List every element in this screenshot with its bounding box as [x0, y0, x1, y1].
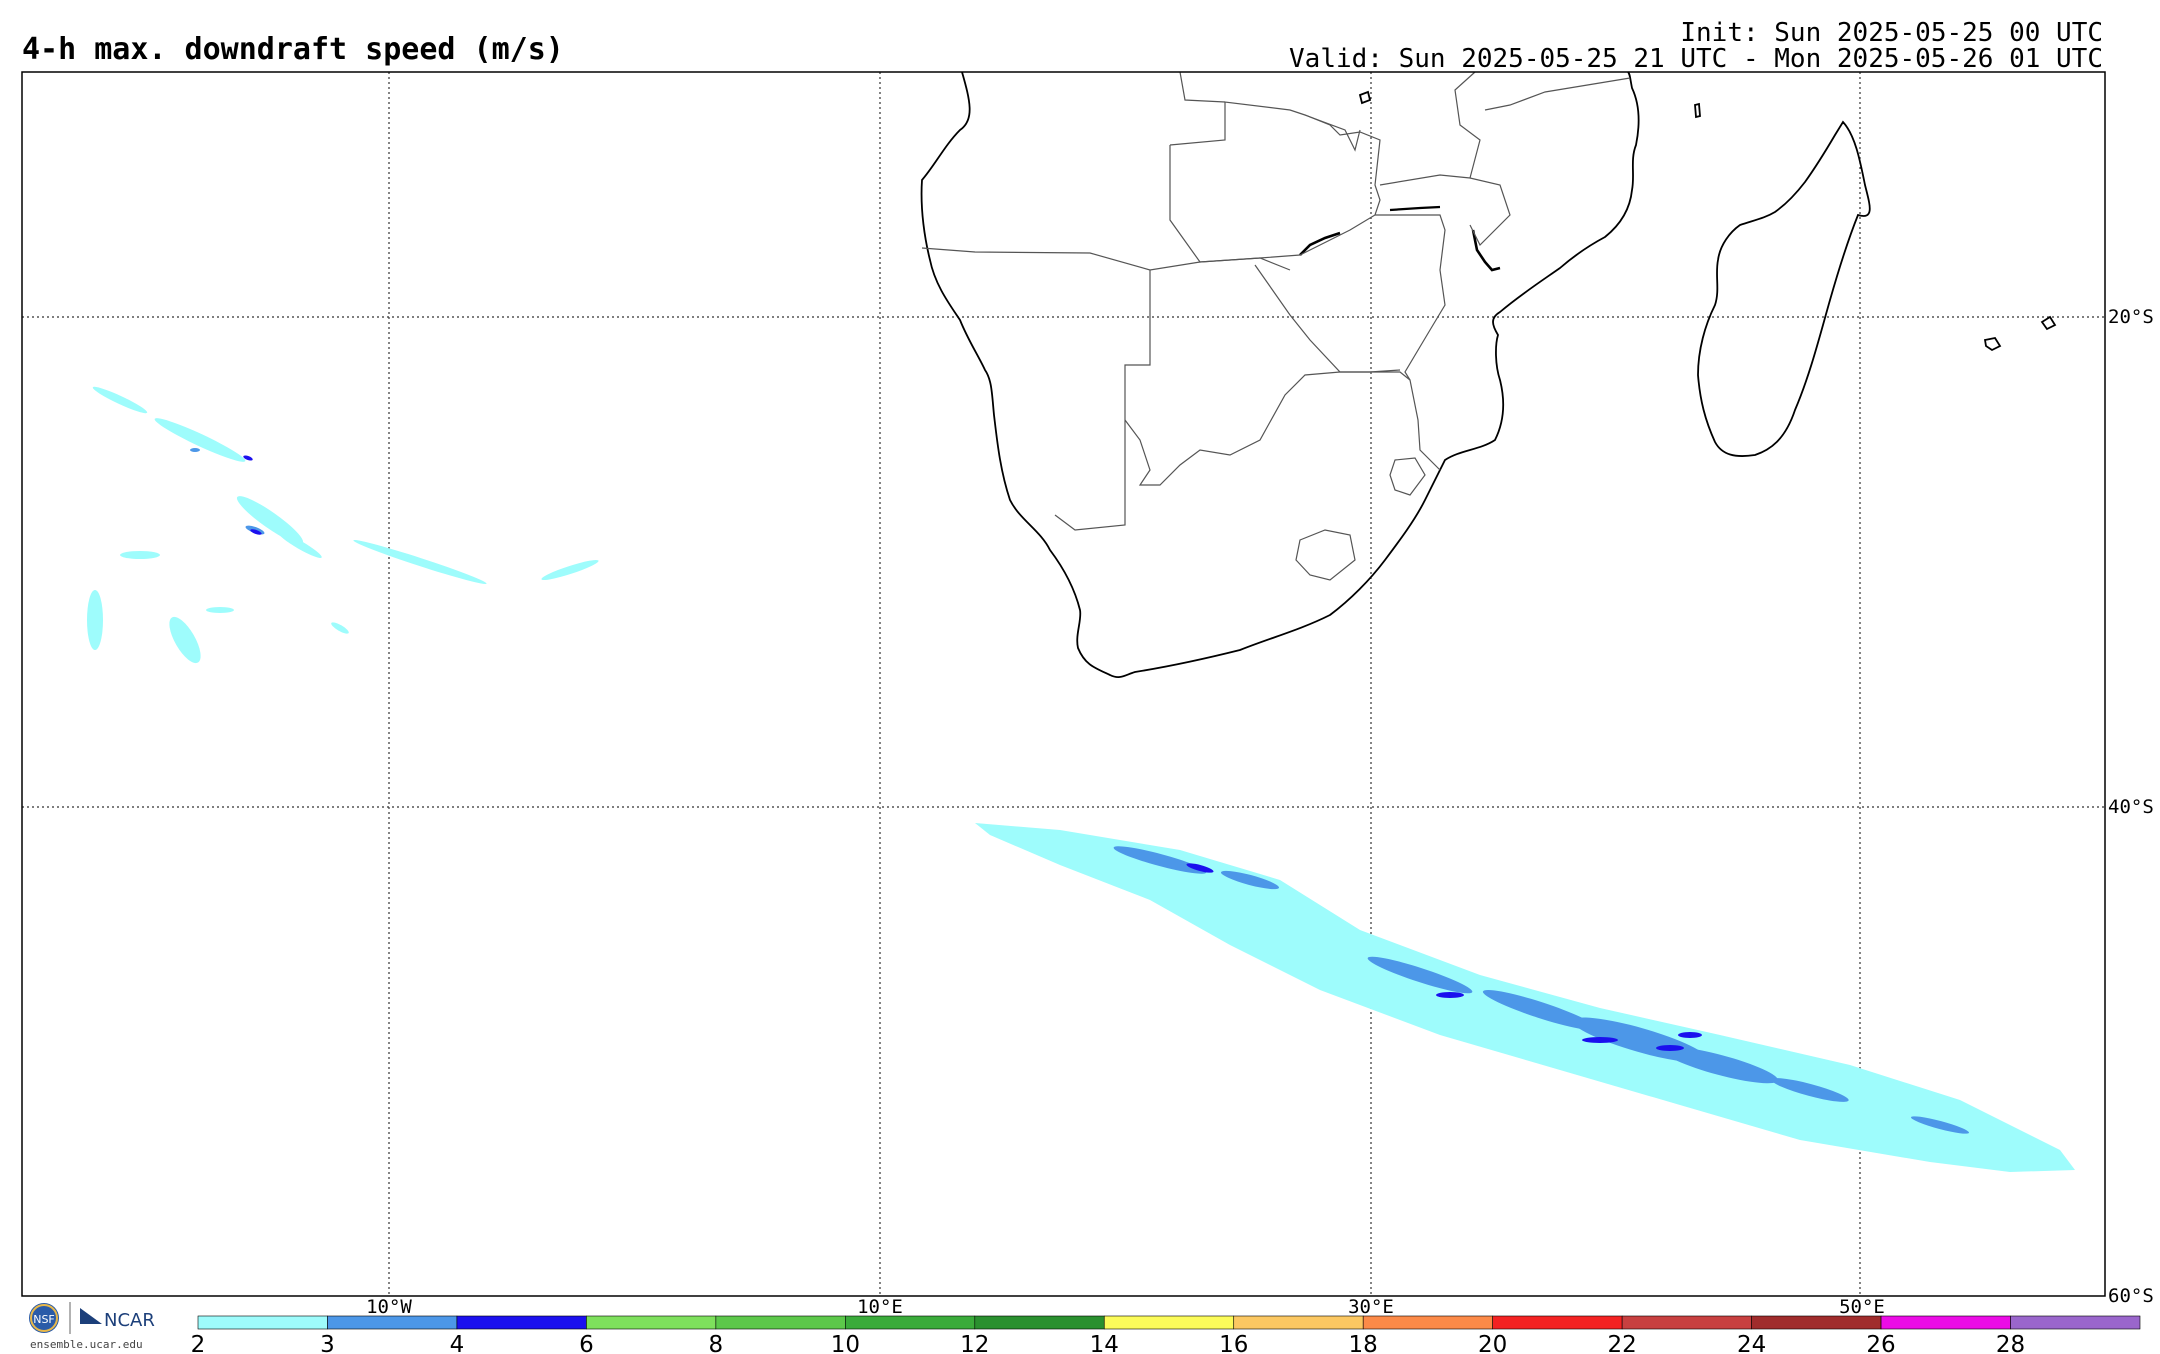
western-strong-cells [243, 455, 262, 535]
colorbar-tick-label: 8 [709, 1332, 724, 1354]
lake-malawi [1471, 229, 1501, 272]
zambia-borders [1169, 101, 1381, 263]
colorbar-tick-label: 4 [450, 1332, 465, 1354]
drc-angola [1179, 71, 1361, 152]
colorbar-swatch [845, 1315, 976, 1330]
colorbar-tick-label: 28 [1996, 1332, 2025, 1354]
colorbar-swatch [456, 1315, 587, 1330]
lon-label: 30°E [1348, 1296, 1394, 1318]
mozambique-borders [1375, 214, 1446, 471]
time-info: Init: Sun 2025-05-25 00 UTC Valid: Sun 2… [1289, 20, 2103, 72]
western-medium-cells [190, 448, 265, 535]
eswatini [1389, 457, 1426, 496]
lat-label: 20°S [2108, 306, 2154, 328]
colorbar-swatch [1492, 1315, 1623, 1330]
lesotho [1295, 529, 1356, 581]
colorbar-swatch [715, 1315, 846, 1330]
sa-zimbabwe [1340, 369, 1401, 373]
lon-label: 10°W [366, 1296, 412, 1318]
colorbar-swatch [2010, 1315, 2141, 1330]
ncar-logo-text: NCAR [104, 1310, 155, 1331]
mauritius [1983, 336, 2002, 352]
colorbar-tick-label: 2 [191, 1332, 206, 1354]
colorbar-swatch [1233, 1315, 1364, 1330]
colorbar-swatch [1621, 1315, 1752, 1330]
colorbar-tick-label: 18 [1349, 1332, 1378, 1354]
colorbar-swatch [1362, 1315, 1493, 1330]
malawi-borders [1379, 174, 1511, 247]
lon-label: 50°E [1839, 1296, 1885, 1318]
colorbar-swatch [586, 1315, 717, 1330]
init-time: Init: Sun 2025-05-25 00 UTC [1680, 18, 2103, 48]
map-title: 4-h max. downdraft speed (m/s) [22, 32, 564, 67]
ncar-logo-icon [80, 1308, 102, 1324]
colorbar-swatch [197, 1315, 328, 1330]
country-borders [921, 71, 1631, 581]
nsf-logo-icon: NSF [29, 1303, 59, 1333]
lon-label: 10°E [857, 1296, 903, 1318]
colorbar-tick-label: 20 [1478, 1332, 1507, 1354]
colorbar-tick-label: 22 [1607, 1332, 1636, 1354]
colorbar-swatch [974, 1315, 1105, 1330]
colorbar-tick-label: 24 [1737, 1332, 1766, 1354]
colorbar-tick-label: 26 [1866, 1332, 1895, 1354]
lake-tanganyika [1389, 205, 1441, 212]
colorbar-tick-label: 16 [1219, 1332, 1248, 1354]
colorbar-swatch [327, 1315, 458, 1330]
comoros [1694, 102, 1701, 119]
lat-label: 40°S [2108, 796, 2154, 818]
botswana-sa [1124, 371, 1341, 486]
colorbar-swatch [1880, 1315, 2011, 1330]
namibia-botswana [1054, 270, 1151, 531]
colorbar-swatch [1751, 1315, 1882, 1330]
lake-kariba [1299, 231, 1341, 256]
colorbar-swatch [1103, 1315, 1235, 1330]
lake-victoria [1358, 90, 1372, 105]
botswana-zimbabwe [1254, 264, 1411, 381]
map-frame [21, 71, 2106, 1297]
band-medium-cores [1113, 846, 1969, 1134]
colorbar-tick-label: 14 [1090, 1332, 1119, 1354]
colorbar: 2 3 4 6 8 10 12 14 16 18 20 22 24 26 28 [191, 1315, 2141, 1354]
band-strong-cores [1186, 863, 1702, 1051]
valid-time: Valid: Sun 2025-05-25 21 UTC - Mon 2025-… [1289, 44, 2103, 74]
western-cells [87, 386, 599, 664]
africa-coast [920, 71, 1640, 678]
site-url: ensemble.ucar.edu [30, 1338, 143, 1351]
downdraft-field [87, 386, 2075, 1172]
colorbar-tick-label: 12 [960, 1332, 989, 1354]
nsf-badge-text: NSF [33, 1313, 55, 1326]
colorbar-tick-label: 6 [579, 1332, 594, 1354]
colorbar-tick-label: 3 [320, 1332, 335, 1354]
angola-namibia [921, 247, 1291, 271]
lat-label: 60°S [2108, 1285, 2154, 1307]
reunion [2040, 315, 2057, 331]
tanzania-borders [1454, 71, 1631, 179]
madagascar-coast [1697, 120, 1871, 457]
colorbar-tick-label: 10 [831, 1332, 860, 1354]
coastlines [920, 71, 2057, 678]
